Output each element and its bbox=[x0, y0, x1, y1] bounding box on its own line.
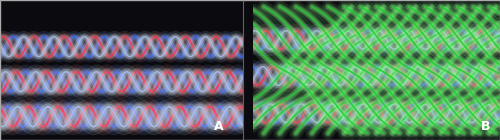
Text: A: A bbox=[214, 120, 223, 133]
Text: B: B bbox=[480, 120, 490, 133]
